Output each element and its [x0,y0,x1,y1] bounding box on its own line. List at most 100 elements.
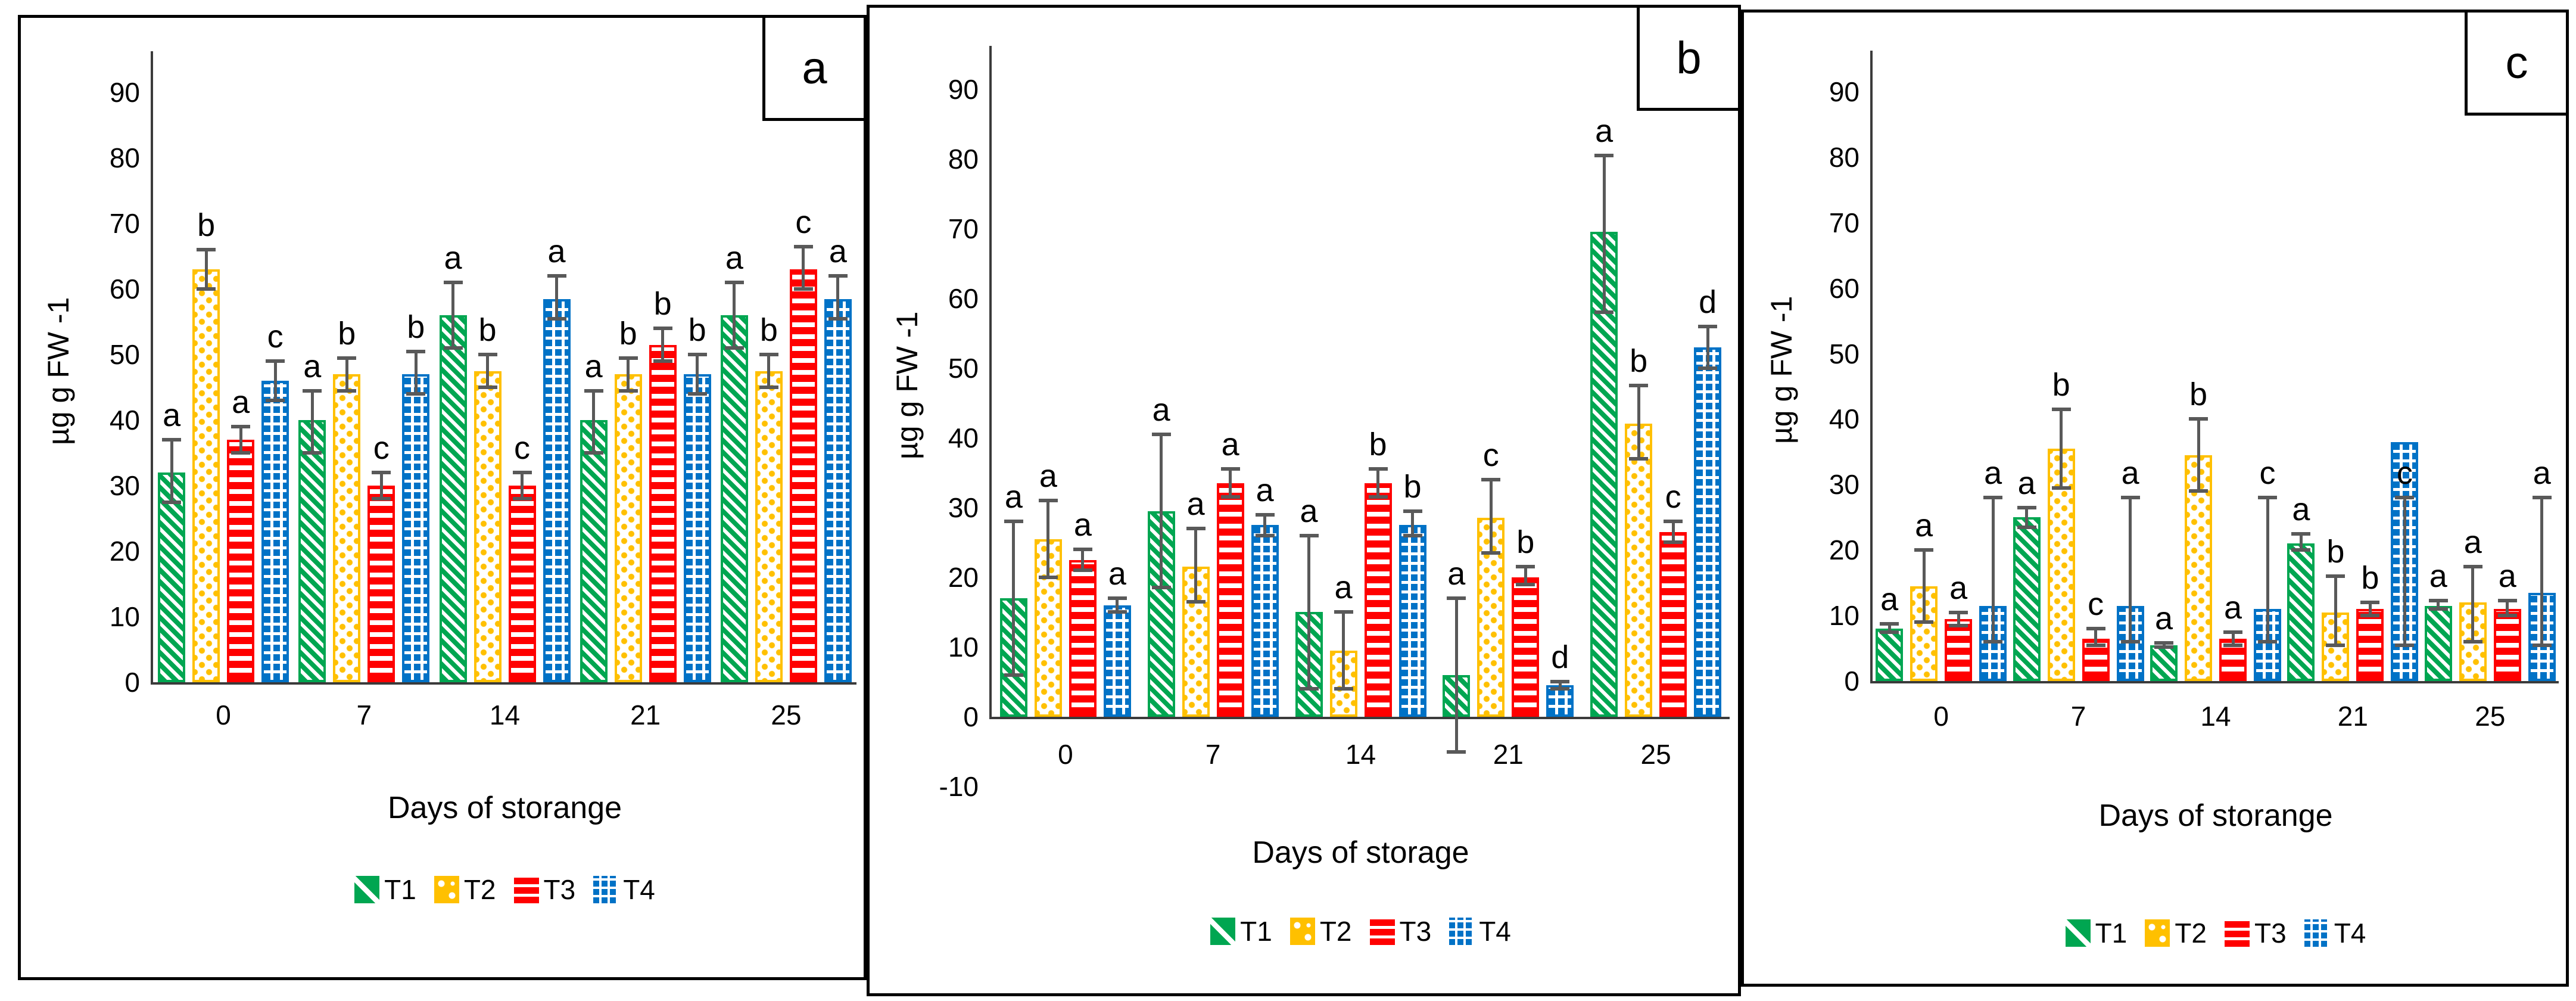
panel-label-c: c [2465,10,2569,116]
error-bar-cap-bottom [1255,533,1275,537]
chart-a: 90 80 70 60 50 40 30 20 10 0 µg g FW -1 0 a b a c 7 a b c b 1… [21,18,864,977]
error-bar-cap-bottom [1481,551,1501,555]
x-category-label: 21 [2337,701,2368,732]
sig-letter: a [1186,486,1205,522]
sig-letter: a [2121,455,2139,492]
legend-item-T4: T4 [1449,918,1511,945]
error-bar-cap-top [372,471,391,474]
bar-T4-day21 [683,374,711,682]
error-bar-cap-top [162,438,182,442]
bar-T3-day21 [649,344,677,682]
bar-T4-day14 [1398,525,1426,717]
error-bar-cap-bottom [1004,673,1023,677]
y-tick-label: 90 [1829,76,1859,107]
x-category-label: 7 [356,700,372,730]
x-category-label: 14 [489,700,521,730]
sig-letter: c [373,430,390,466]
error-bar-cap-bottom [1594,310,1614,315]
y-tick-label: 20 [948,561,979,593]
panel-a: a 90 80 70 60 50 40 30 20 10 0 µg g FW -1 0 a b a c 7 a b c… [18,15,867,980]
error-bar-cap-top [197,248,216,251]
y-tick-label: 50 [1829,338,1859,369]
error-bar-cap-bottom [406,392,426,396]
x-category-label: 0 [216,700,231,730]
bar-T3-day7 [367,486,395,682]
error-bar-cap-top [2017,505,2036,509]
error-bar-line [1602,155,1606,313]
sig-letter: c [1482,437,1499,474]
bar-T1-day0 [1876,629,1904,681]
y-tick-label: 60 [109,273,140,304]
error-bar-cap-top [1107,596,1127,600]
error-bar-cap-top [793,244,813,248]
legend-swatch-T1-icon [354,876,380,903]
error-bar-line [1160,434,1163,588]
sig-letter: b [653,286,672,322]
error-bar-cap-top [1038,499,1058,503]
error-bar-cap-top [547,274,566,278]
error-bar-cap-top [2395,496,2415,500]
error-bar-cap-bottom [653,359,672,363]
sig-letter: a [2154,601,2173,637]
x-category-label: 25 [2475,701,2506,732]
x-axis-title: Days of storange [387,791,622,825]
error-bar-cap-bottom [1073,568,1092,573]
error-bar-line [802,246,805,289]
error-bar-cap-top [478,353,497,356]
error-bar-line [1887,624,1891,632]
error-bar-cap-bottom [197,287,216,291]
y-axis [1870,51,1873,683]
error-bar-cap-bottom [1629,456,1649,461]
legend-label: T4 [623,874,655,905]
sig-letter: c [1665,479,1681,515]
bar-T4-day7 [402,374,430,682]
error-bar-cap-top [1299,533,1319,537]
error-bar-line [170,440,173,502]
x-axis [989,717,1730,719]
bar-T4-day25 [824,299,852,682]
sig-letter: a [2223,589,2242,626]
bar-T3-day7 [1216,483,1244,717]
chart-c: 90 80 70 60 50 40 30 20 10 0 µg g FW -1 0 a a a a 7 a b c a 1… [1744,13,2566,984]
bar-T4-day21 [1546,685,1574,717]
error-bar-line [1081,549,1085,571]
error-bar-cap-top [1220,467,1240,471]
error-bar-line [2094,629,2098,645]
sig-letter: a [2498,558,2516,594]
error-bar-cap-top [1698,324,1718,328]
error-bar-cap-top [618,356,638,360]
y-tick-label: 70 [948,213,979,244]
error-bar-cap-bottom [1334,687,1353,691]
error-bar-cap-bottom [2291,548,2311,552]
error-bar-cap-bottom [512,497,532,500]
legend-label: T4 [2334,918,2366,949]
error-bar-line [555,276,558,319]
error-bar-line [451,282,454,348]
error-bar-cap-bottom [2395,643,2415,647]
bar-T3-day21 [1512,577,1540,717]
legend-swatch-T1-icon [1210,918,1236,945]
bar-T4-day7 [1251,525,1279,717]
y-tick-label: 10 [948,631,979,663]
x-category-label: 7 [1205,739,1221,770]
sig-letter: a [1073,507,1092,543]
error-bar-line [2437,600,2440,610]
error-bar-cap-top [1629,384,1649,387]
sig-letter: c [514,430,530,466]
legend: T1 T2 T3 T4 [153,876,856,903]
error-bar-cap-bottom [1299,687,1319,691]
error-bar-cap-bottom [1550,687,1570,691]
y-axis [989,46,992,719]
sig-letter: c [267,319,284,355]
error-bar-line [2334,576,2337,645]
error-bar-line [345,358,348,391]
error-bar-cap-top [266,359,285,363]
error-bar-line [239,427,242,453]
y-axis-title: µg g FW -1 [1765,296,1798,444]
error-bar-line [592,390,596,453]
sig-letter: c [2259,455,2276,492]
legend-swatch-T4-icon [1449,918,1475,945]
error-bar-cap-bottom [1664,540,1683,545]
y-axis-title: µg g FW -1 [890,311,924,460]
